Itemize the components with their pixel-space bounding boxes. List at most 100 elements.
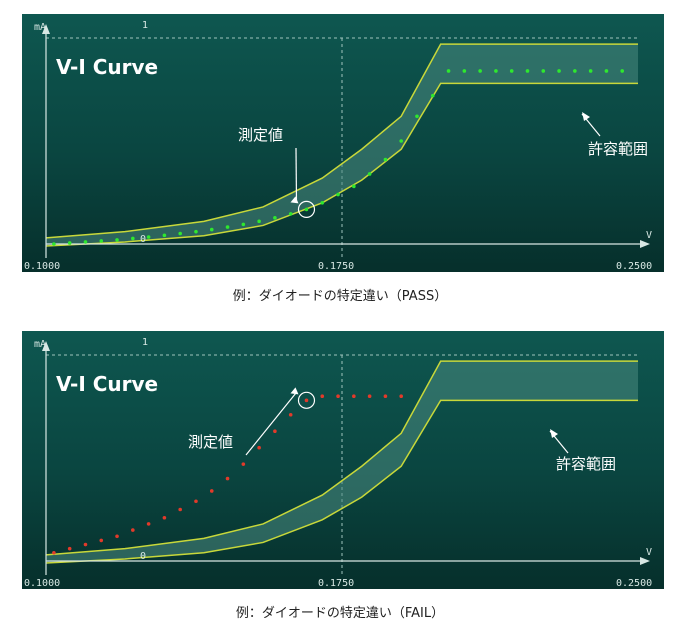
measured-point [146, 235, 151, 239]
measured-point [446, 69, 451, 73]
measured-point [320, 201, 325, 205]
measured-point [99, 538, 104, 543]
measured-highlight-circle [297, 391, 316, 409]
measured-point [399, 394, 404, 398]
measured-arrow-icon [290, 196, 299, 204]
measured-point [131, 528, 135, 532]
measured-point [83, 240, 88, 244]
measured-point [209, 227, 214, 232]
measured-point [52, 242, 56, 246]
measured-point [494, 69, 498, 73]
measured-value-label: 測定値 [188, 433, 233, 451]
measured-point [415, 114, 419, 119]
measured-point [194, 229, 198, 234]
measured-point [336, 394, 340, 398]
tolerance-lower-line [45, 399, 638, 564]
measured-point [399, 139, 404, 143]
measured-point [257, 219, 261, 224]
measured-point [304, 207, 309, 212]
measured-point [257, 445, 261, 450]
chart-title: V-I Curve [56, 372, 158, 396]
chart-title: V-I Curve [56, 55, 158, 79]
measured-point [320, 394, 325, 398]
measured-point [367, 172, 372, 176]
measured-point [178, 507, 182, 512]
measured-arrow-line [245, 391, 297, 456]
measured-point [620, 69, 625, 73]
measured-point [273, 216, 277, 220]
x-tick-label-mid: 0.1750 [318, 261, 354, 272]
measured-point [209, 489, 214, 493]
caption-fail: 例：ダイオードの特定違い（FAIL） [235, 606, 445, 621]
y-axis-arrow-icon [42, 341, 50, 351]
measured-point [383, 394, 388, 398]
x-axis-arrow-icon [640, 240, 650, 248]
measured-arrow-icon [290, 387, 299, 395]
measured-highlight-circle [297, 200, 316, 218]
measured-point [288, 412, 293, 417]
measured-point [383, 157, 388, 162]
tolerance-arrow-icon [550, 429, 558, 438]
y-axis-label: mA [34, 339, 46, 350]
y-tick-label-1: 1 [142, 337, 148, 348]
y-tick-label-0: 0 [140, 234, 146, 245]
measured-point [462, 69, 467, 73]
measured-point [509, 69, 514, 73]
measured-point [604, 69, 609, 73]
x-tick-label-min: 0.1000 [24, 261, 60, 272]
measured-point [225, 476, 230, 481]
measured-point [52, 550, 56, 555]
measured-point [131, 236, 135, 241]
measured-point [336, 192, 340, 197]
measured-point [288, 212, 293, 216]
measured-point [478, 69, 482, 73]
tolerance-range-label: 許容範囲 [556, 455, 616, 473]
measured-point [67, 241, 72, 245]
x-tick-label-max: 0.2500 [616, 578, 652, 589]
measured-point [588, 69, 593, 73]
measured-point [83, 542, 88, 547]
y-axis-arrow-icon [42, 24, 50, 34]
vi-curve-panel-pass: mA V 1 0 0.1000 0.1750 0.2500 V-I Curve 測定値許容範囲 [22, 14, 664, 272]
measured-point [146, 522, 151, 526]
x-tick-label-min: 0.1000 [24, 578, 60, 589]
measured-point [367, 394, 372, 398]
measured-point [304, 398, 309, 403]
x-axis-label: V [646, 547, 652, 558]
measured-point [99, 239, 104, 243]
measured-point [557, 69, 561, 73]
measured-point [430, 93, 435, 98]
measured-point [162, 233, 167, 238]
measured-point [541, 69, 546, 73]
x-axis-arrow-icon [640, 557, 650, 565]
measured-point [162, 515, 167, 520]
measured-point [241, 222, 246, 227]
caption-pass: 例：ダイオードの特定違い（PASS） [232, 289, 448, 304]
tolerance-upper-line [45, 43, 638, 239]
measured-point [352, 184, 356, 189]
measured-point [194, 499, 198, 504]
x-axis-label: V [646, 230, 652, 241]
measured-point [67, 546, 72, 551]
vi-curve-panel-fail: mA V 1 0 0.1000 0.1750 0.2500 V-I Curve 測定値許容範囲 [22, 331, 664, 589]
tolerance-upper-line [45, 360, 638, 556]
y-tick-label-0: 0 [140, 551, 146, 562]
measured-point [178, 231, 182, 236]
measured-point [273, 429, 277, 434]
measured-point [352, 394, 356, 398]
tolerance-band [46, 44, 638, 247]
x-tick-label-max: 0.2500 [616, 261, 652, 272]
tolerance-range-label: 許容範囲 [588, 140, 648, 158]
measured-point [115, 238, 119, 242]
y-axis-label: mA [34, 22, 46, 33]
y-tick-label-1: 1 [142, 20, 148, 31]
measured-point [525, 69, 530, 73]
x-tick-label-mid: 0.1750 [318, 578, 354, 589]
measured-point [241, 462, 246, 466]
measured-value-label: 測定値 [238, 126, 283, 144]
tolerance-band [46, 361, 638, 564]
measured-point [115, 534, 119, 539]
measured-point [573, 69, 577, 73]
